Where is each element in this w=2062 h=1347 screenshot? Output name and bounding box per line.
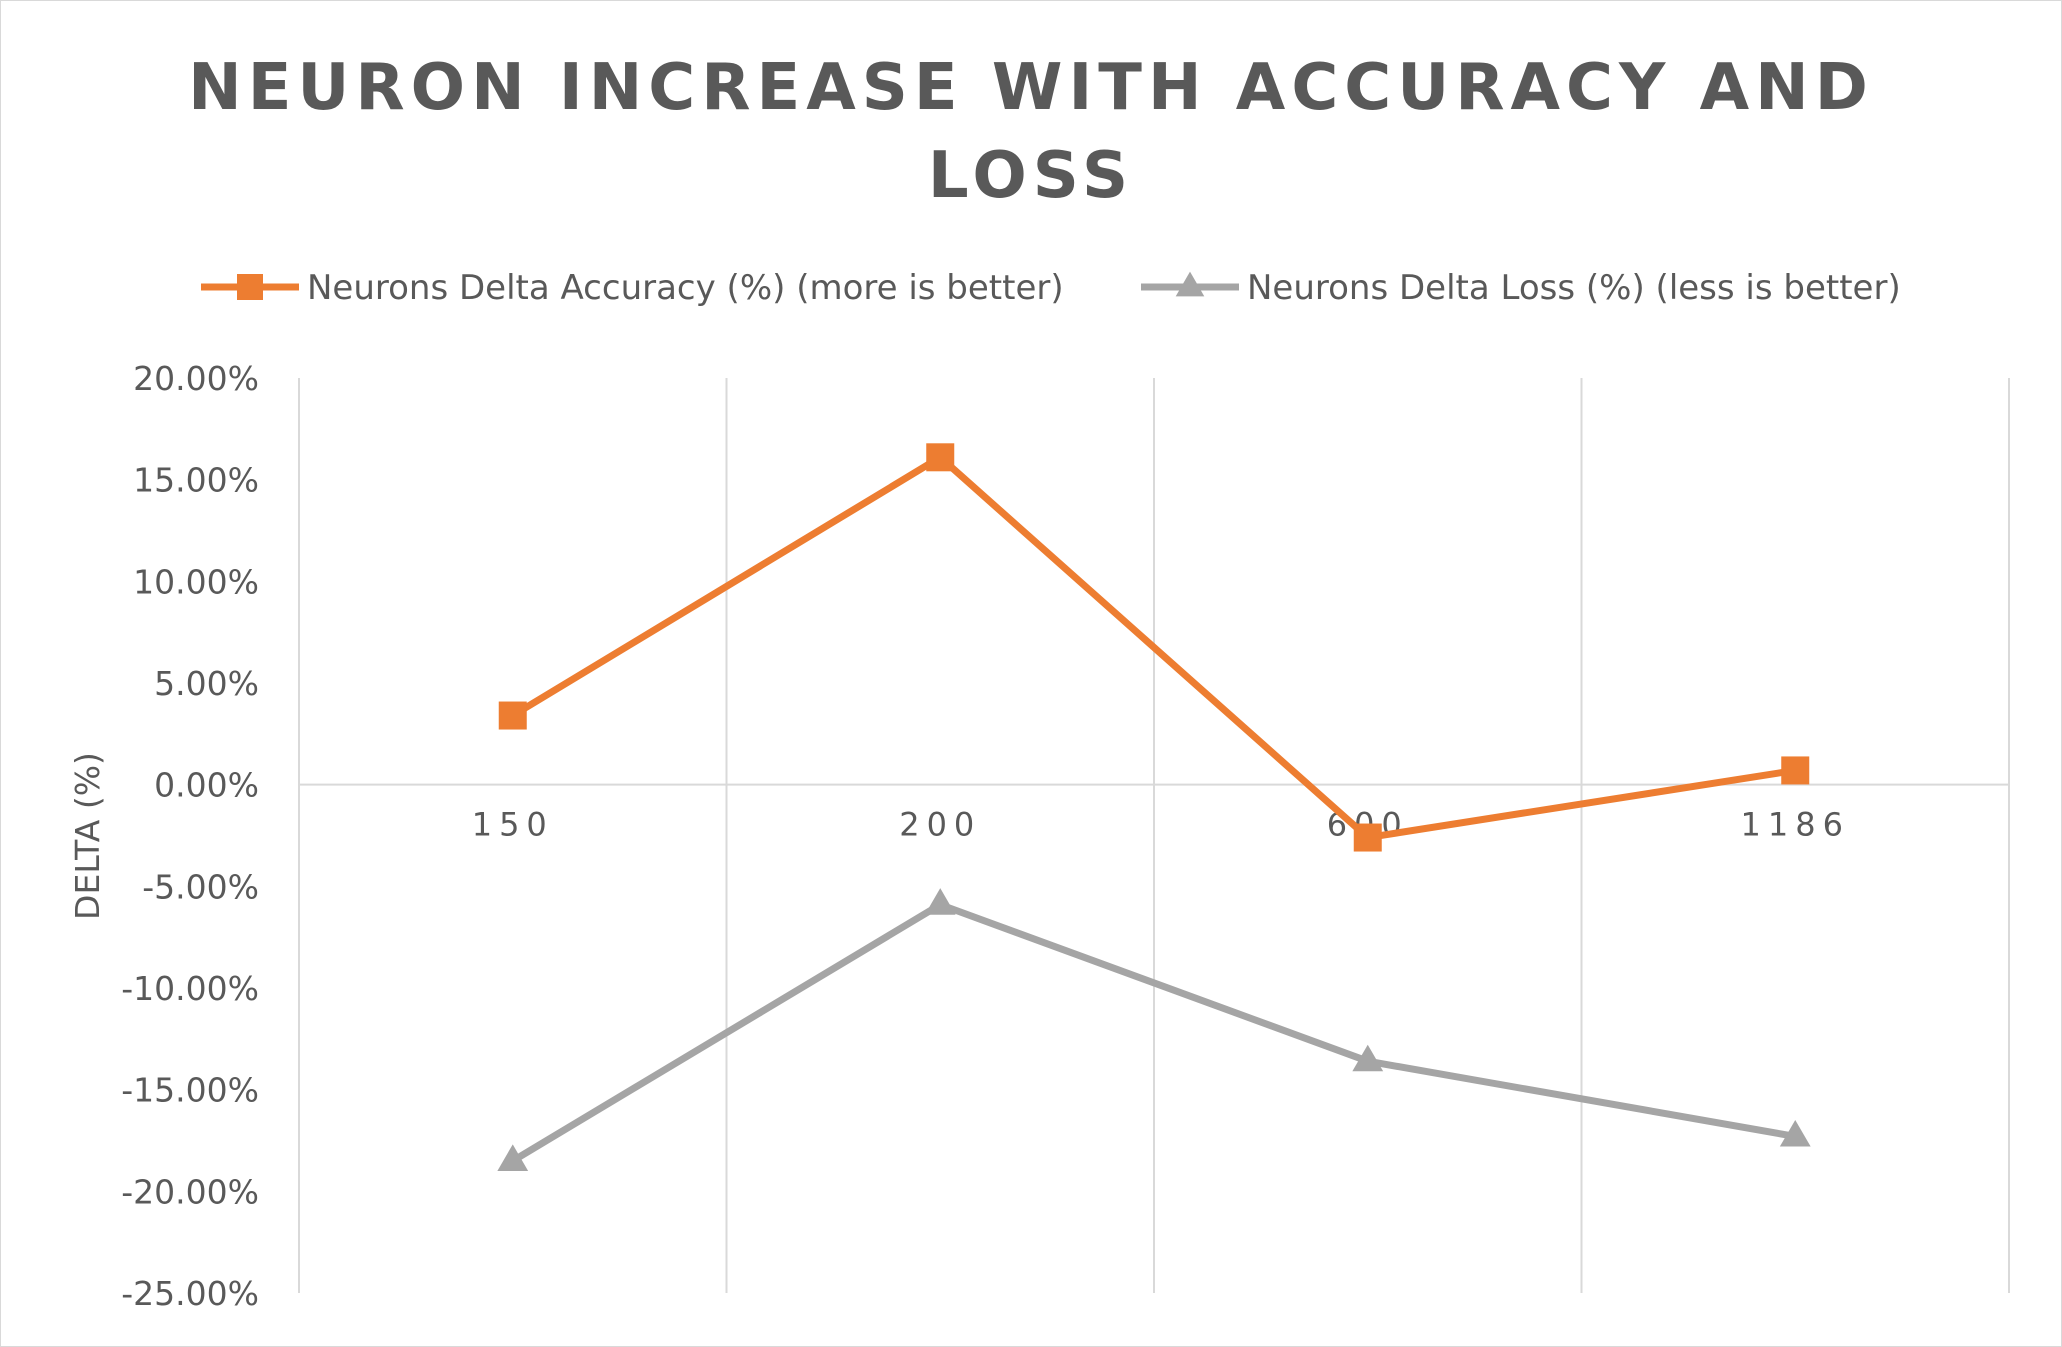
data-point-marker [924, 888, 956, 915]
y-tick-label: -10.00% [121, 969, 259, 1008]
x-tick-label: 150 [472, 806, 554, 844]
legend: Neurons Delta Accuracy (%) (more is bett… [201, 268, 1901, 308]
y-axis-ticks: 20.00% 15.00% 10.00% 5.00% 0.00% -5.00% -10.00… [121, 359, 259, 1313]
y-tick-label: 20.00% [133, 359, 259, 398]
series-2 [497, 888, 1811, 1171]
y-tick-label: -5.00% [142, 867, 259, 906]
series-layer [497, 443, 1811, 1171]
y-tick-label: 5.00% [154, 664, 259, 703]
y-axis-title: DELTA (%) [68, 752, 107, 920]
legend-marker [237, 274, 263, 300]
y-tick-label: 0.00% [154, 766, 259, 805]
series-1 [498, 443, 1810, 852]
y-tick-label: -15.00% [121, 1071, 259, 1110]
data-point-marker [497, 1144, 529, 1171]
y-tick-label: -20.00% [121, 1172, 259, 1211]
legend-label: Neurons Delta Accuracy (%) (more is bett… [307, 268, 1064, 308]
data-point-marker [498, 701, 527, 730]
series-line [510, 901, 1796, 1164]
y-tick-label: 10.00% [133, 562, 259, 601]
legend-marker [1175, 271, 1205, 297]
data-point-marker [1352, 1044, 1384, 1072]
x-tick-label: 1186 [1741, 806, 1850, 844]
legend-entry-2: Neurons Delta Loss (%) (less is better) [1141, 268, 1901, 308]
data-point-marker [1353, 823, 1382, 852]
chart-title-line-1: NEURON INCREASE WITH ACCURACY AND [188, 51, 1874, 125]
data-point-marker [926, 443, 955, 472]
series-line [510, 453, 1796, 842]
x-axis-ticks: 1502006001186 [472, 806, 1850, 844]
y-tick-label: -25.00% [121, 1274, 259, 1313]
legend-label: Neurons Delta Loss (%) (less is better) [1247, 268, 1901, 308]
x-tick-label: 200 [899, 806, 981, 844]
chart-title-line-2: LOSS [928, 139, 1134, 213]
data-point-marker [1779, 1119, 1811, 1147]
legend-entry-1: Neurons Delta Accuracy (%) (more is bett… [201, 268, 1064, 308]
y-tick-label: 15.00% [133, 461, 259, 500]
data-point-marker [1781, 756, 1810, 785]
